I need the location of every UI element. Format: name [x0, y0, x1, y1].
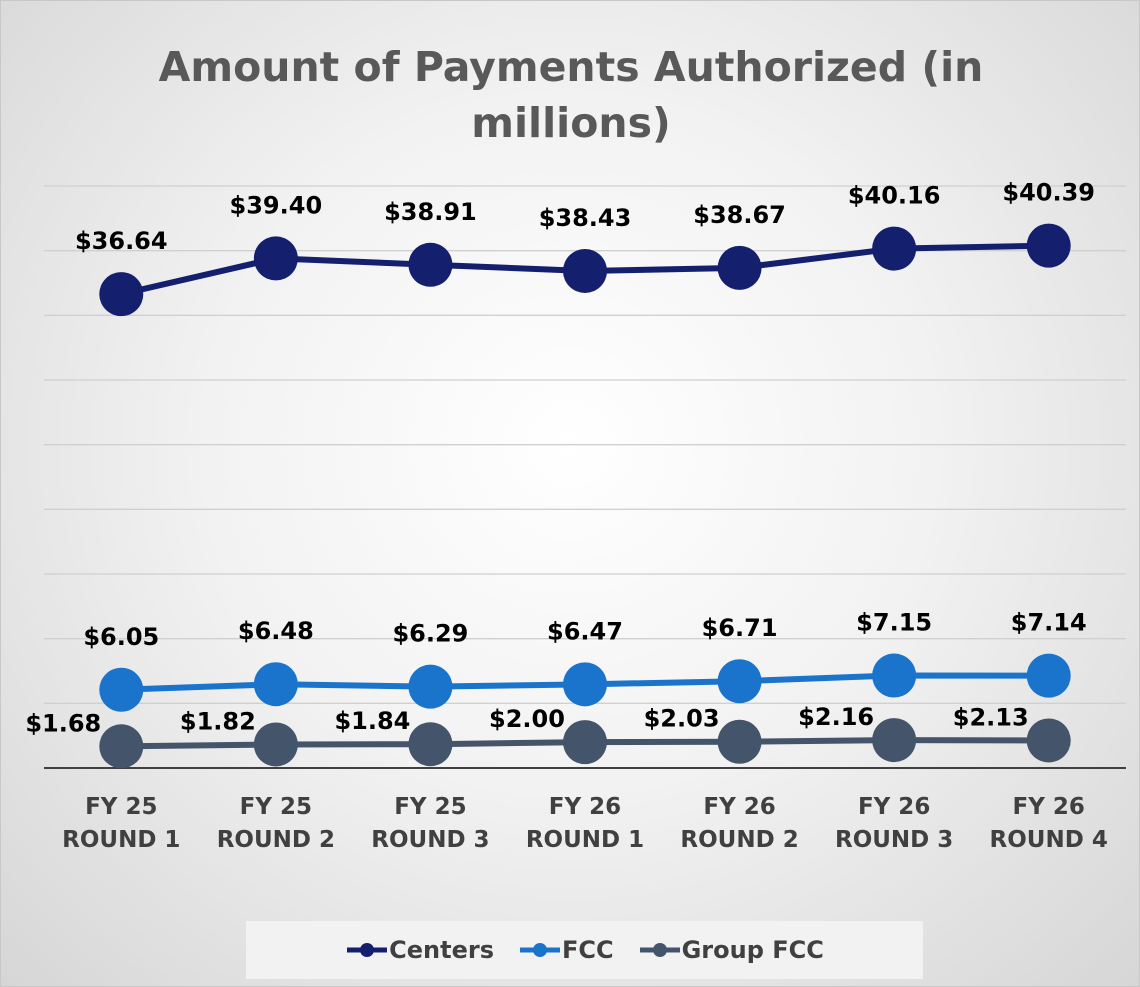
data-point [253, 236, 298, 281]
data-point [717, 245, 762, 290]
data-label: $40.39 [1002, 179, 1095, 207]
legend-dot [652, 943, 667, 957]
data-label: $39.40 [230, 191, 323, 219]
data-point [717, 719, 762, 764]
data-label: $1.82 [180, 707, 256, 735]
data-point [717, 659, 762, 704]
legend-item: FCC [518, 936, 614, 964]
data-point [253, 722, 298, 767]
legend: Centers FCC Group FCC [246, 921, 923, 979]
data-point [408, 664, 453, 709]
x-tick-label: FY 26 ROUND 1 [525, 794, 645, 853]
data-point [872, 226, 917, 271]
data-point [408, 722, 453, 767]
chart-title: Amount of Payments Authorized (in millio… [158, 43, 984, 147]
data-point [408, 242, 453, 287]
legend-item: Centers [345, 936, 494, 964]
data-label: $2.16 [798, 703, 874, 731]
data-point [253, 662, 298, 707]
data-label: $40.16 [848, 182, 941, 210]
data-label: $1.84 [334, 707, 410, 735]
x-tick-label: FY 26 ROUND 4 [989, 794, 1108, 853]
data-label: $7.15 [856, 609, 932, 637]
legend-dot [532, 943, 547, 957]
data-label: $36.64 [75, 227, 168, 255]
data-label: $1.68 [25, 709, 101, 737]
data-point [563, 662, 607, 707]
data-point [1026, 223, 1071, 268]
data-label: $6.29 [392, 620, 468, 648]
legend-item: Group FCC [638, 936, 824, 964]
data-label: $38.91 [384, 198, 477, 226]
x-tick-label: FY 25 ROUND 3 [371, 794, 490, 853]
data-label: $38.43 [539, 204, 632, 232]
legend-label: Group FCC [681, 936, 824, 964]
data-label: $6.48 [238, 617, 314, 645]
data-label: $6.47 [547, 617, 623, 645]
data-point [1026, 718, 1071, 763]
legend-label: FCC [561, 936, 614, 964]
data-label: $38.67 [693, 201, 786, 229]
data-label: $7.14 [1011, 609, 1087, 637]
legend-marker [639, 943, 680, 957]
data-point [563, 248, 607, 293]
data-point [99, 724, 144, 769]
x-tick-label: FY 25 ROUND 2 [216, 794, 335, 853]
data-point [1026, 653, 1071, 698]
data-point [563, 720, 607, 765]
x-tick-label: FY 25 ROUND 1 [62, 794, 181, 853]
legend-marker [519, 943, 560, 957]
x-tick-label: FY 26 ROUND 2 [680, 794, 799, 853]
x-tick-label: FY 26 ROUND 3 [834, 794, 954, 853]
data-label: $2.03 [644, 705, 720, 733]
data-label: $2.13 [953, 703, 1029, 731]
legend-marker [347, 943, 388, 957]
data-point [872, 718, 917, 763]
data-label: $6.05 [83, 623, 159, 651]
data-label: $6.71 [702, 614, 778, 642]
legend-dot [360, 943, 375, 957]
data-point [872, 653, 917, 698]
data-label: $2.00 [489, 705, 565, 733]
data-point [99, 667, 144, 712]
legend-label: Centers [389, 936, 494, 964]
data-point [99, 272, 144, 317]
